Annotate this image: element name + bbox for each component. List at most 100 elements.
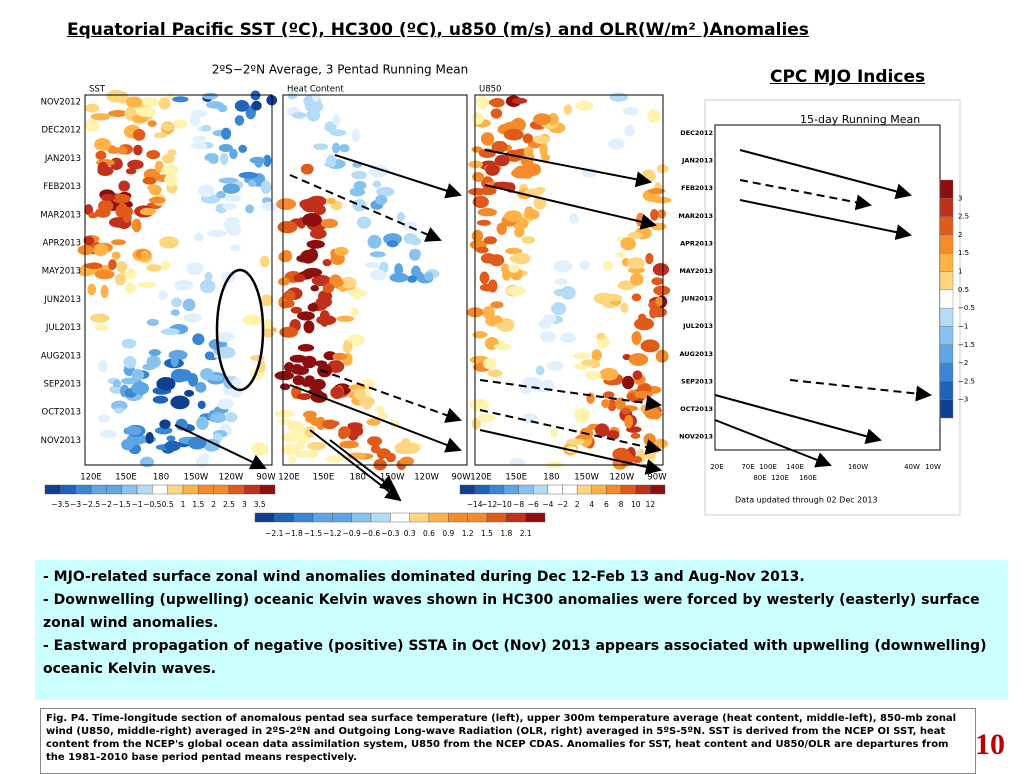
field-patch [607,398,617,412]
field-patch [294,450,311,458]
field-patch [222,183,241,194]
field-patch [573,352,590,360]
field-patch [100,194,116,202]
field-patch [621,407,631,415]
field-patch [278,418,293,426]
x-tick-label: 120W [414,473,439,483]
field-patch [632,370,643,380]
field-patch [199,279,216,294]
colorbar-cell [351,512,372,523]
subtitle: CPC MJO Indices [770,67,926,87]
field-patch [347,334,365,347]
colorbar-label: 12 [646,500,656,509]
x-tick-label: 90W [256,473,276,483]
field-patch [201,124,212,132]
colorbar-label: 1.2 [462,529,474,538]
field-patch [276,198,297,210]
x-tick-label: 80E [753,474,766,482]
field-patch [566,438,585,446]
field-patch [369,251,386,258]
field-patch [140,250,150,262]
field-patch [620,302,629,313]
field-patch [283,362,295,373]
field-patch [158,97,171,110]
colorbar-label: −2.5 [82,500,100,509]
field-patch [471,229,484,243]
colorbar-cell [533,484,549,495]
field-patch [480,253,497,264]
field-patch [292,112,307,119]
colorbar-cell [459,484,475,495]
x-tick-label: 180 [153,473,169,483]
field-patch [133,144,143,156]
y-tick-label: SEP2013 [681,377,713,385]
slide-title: Equatorial Pacific SST (ºC), HC300 (ºC),… [67,20,809,40]
field-patch [120,377,138,385]
colorbar-cell [90,484,107,495]
field-patch [192,333,205,346]
colorbar-cell [939,344,954,364]
field-patch [606,430,620,440]
field-patch [574,100,594,111]
field-patch [259,255,270,268]
field-patch [482,305,495,320]
field-patch [112,379,122,388]
field-patch [238,144,247,153]
field-patch [359,396,375,408]
panel [282,94,468,466]
arrow [739,149,912,200]
field-patch [307,303,319,312]
field-patch [522,413,538,424]
field-patch [84,118,100,132]
field-patch [533,135,551,145]
colorbar-label: 1.5 [481,529,493,538]
colorbar-label: 0.9 [442,529,454,538]
field-patch [238,171,259,179]
colorbar-label: 1 [958,268,962,276]
colorbar-cell [409,512,430,523]
field-patch [278,251,293,263]
field-patch [493,343,512,351]
x-tick-label: 10W [925,463,941,471]
field-patch [260,180,272,195]
field-patch [245,204,254,214]
field-patch [127,159,144,170]
field-patch [624,414,634,429]
colorbar-label: 2 [211,500,216,509]
y-tick-label: NOV2012 [41,98,81,108]
field-patch [148,349,161,357]
field-patch [535,186,546,194]
field-patch [622,106,639,116]
x-tick-label: 120W [609,473,634,483]
colorbar-cell [259,484,276,495]
field-patch [476,246,489,254]
note: Data updated through 02 Dec 2013 [735,496,878,505]
field-patch [342,341,353,354]
colorbar-cell [136,484,153,495]
field-patch [389,272,409,283]
field-patch [222,202,237,210]
field-patch [303,320,315,334]
field-patch [115,204,126,218]
field-patch [332,352,347,361]
field-patch [547,113,559,126]
y-tick-label: JUL2013 [682,322,713,330]
field-patch [508,264,520,273]
y-tick-label: JUN2013 [43,295,81,305]
colorbar-cell [518,484,534,495]
y-tick-label: OCT2013 [42,408,81,418]
y-tick-label: MAR2013 [678,212,713,220]
colorbar-label: 10 [631,500,641,509]
field-patch [320,218,339,229]
arrow [289,384,462,453]
field-patch [579,260,591,270]
field-patch [146,318,159,327]
colorbar-label: −1 [131,500,142,509]
field-patch [326,154,337,168]
x-tick-label: 150E [313,473,335,483]
bullet: - Eastward propagation of negative (posi… [43,638,987,677]
field-patch [206,101,224,109]
field-patch [523,146,534,158]
field-patch [142,363,156,371]
field-patch [293,273,306,283]
